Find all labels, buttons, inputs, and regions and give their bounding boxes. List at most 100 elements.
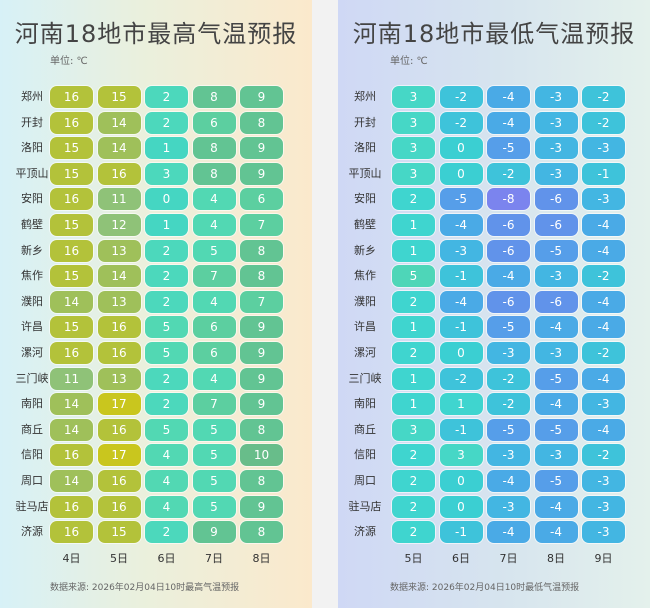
temp-cell: 3 [392, 418, 435, 441]
temp-cell: 0 [439, 162, 483, 185]
temp-cell: 13 [97, 290, 141, 313]
temp-cell: -3 [534, 137, 578, 160]
city-label: 安阳 [354, 192, 376, 206]
day-label: 8日 [252, 552, 271, 565]
temp-cell: -5 [487, 418, 530, 441]
temp-cell: 9 [240, 137, 283, 160]
temp-cell: 1 [439, 393, 483, 416]
city-label: 鹤壁 [354, 218, 376, 231]
temp-cell: -2 [582, 265, 625, 288]
temp-cell: -3 [439, 239, 483, 262]
temp-cell: -5 [534, 470, 578, 492]
temp-cell: 1 [392, 393, 435, 416]
temp-cell: -5 [487, 137, 530, 160]
city-label: 洛阳 [354, 141, 376, 155]
temp-cell: 0 [145, 188, 188, 211]
temp-cell: -3 [487, 495, 530, 518]
temp-cell: 7 [192, 393, 236, 416]
temp-cell: 5 [145, 342, 188, 364]
temp-cell: -4 [534, 316, 578, 339]
temp-cell: 0 [439, 495, 483, 518]
temp-cell: 2 [145, 111, 188, 134]
temp-cell: 16 [97, 495, 141, 518]
temp-cell: 14 [97, 265, 141, 288]
temp-cell: 5 [145, 418, 188, 441]
temp-cell: -1 [439, 265, 483, 288]
city-label: 濮阳 [21, 294, 43, 308]
temp-cell: -2 [439, 111, 483, 134]
temp-cell: -3 [534, 444, 578, 467]
temp-cell: 3 [145, 162, 188, 185]
temp-cell: -4 [534, 521, 578, 544]
temp-cell: -4 [487, 521, 530, 544]
temp-cell: 9 [240, 367, 283, 390]
temp-cell: 16 [50, 86, 93, 108]
city-label: 郑州 [21, 90, 43, 103]
city-label: 商丘 [354, 422, 376, 436]
city-label: 济源 [21, 525, 43, 539]
city-label: 信阳 [21, 448, 43, 462]
temp-cell: 2 [145, 393, 188, 416]
temp-cell: 9 [192, 521, 236, 544]
city-label: 许昌 [21, 320, 43, 334]
temp-cell: 15 [97, 521, 141, 544]
temp-cell: 9 [240, 316, 283, 339]
temp-cell: 11 [97, 188, 141, 211]
temp-cell: 0 [439, 342, 483, 364]
temp-cell: -4 [487, 86, 530, 108]
temp-cell: -2 [487, 367, 530, 390]
temp-cell: 3 [392, 86, 435, 108]
city-label: 开封 [21, 115, 43, 129]
temp-cell: 9 [240, 86, 283, 108]
temp-cell: 11 [50, 367, 93, 390]
temp-cell: 4 [192, 214, 236, 236]
city-label: 洛阳 [21, 141, 43, 155]
temp-cell: 2 [392, 521, 435, 544]
city-label: 南阳 [21, 397, 43, 411]
city-label: 濮阳 [354, 294, 376, 308]
city-label: 周口 [21, 474, 43, 487]
city-label: 周口 [354, 474, 376, 487]
city-label: 新乡 [21, 243, 43, 257]
temp-cell: 6 [240, 188, 283, 211]
temp-cell: -6 [487, 290, 530, 313]
city-label: 三门峡 [348, 371, 382, 385]
temp-cell: -5 [534, 239, 578, 262]
city-label: 漯河 [354, 346, 376, 359]
temp-cell: -2 [487, 162, 530, 185]
temp-cell: 2 [145, 265, 188, 288]
temp-cell: 2 [392, 290, 435, 313]
temp-cell: 16 [50, 521, 93, 544]
temp-cell: 8 [240, 521, 283, 544]
city-label: 信阳 [354, 448, 376, 462]
temp-cell: 8 [240, 265, 283, 288]
temp-cell: 0 [439, 470, 483, 492]
temp-cell: 8 [240, 239, 283, 262]
temp-cell: 13 [97, 239, 141, 262]
temp-cell: -4 [582, 239, 625, 262]
temp-cell: 16 [50, 111, 93, 134]
temp-cell: -4 [582, 214, 625, 236]
temp-cell: -3 [582, 137, 625, 160]
city-label: 驻马店 [15, 499, 49, 513]
temp-cell: 4 [145, 444, 188, 467]
day-label: 6日 [157, 552, 176, 565]
day-label: 4日 [62, 552, 81, 565]
temp-cell: 7 [240, 214, 283, 236]
temp-cell: 1 [392, 239, 435, 262]
temp-cell: -6 [534, 214, 578, 236]
temp-cell: -1 [582, 162, 625, 185]
temp-cell: 7 [192, 265, 236, 288]
temp-cell: -3 [582, 188, 625, 211]
temp-cell: 2 [145, 239, 188, 262]
temp-cell: 16 [50, 188, 93, 211]
city-label: 漯河 [21, 346, 43, 359]
temp-cell: -3 [487, 342, 530, 364]
temp-cell: -2 [582, 444, 625, 467]
temp-cell: -4 [582, 316, 625, 339]
temp-cell: 8 [240, 111, 283, 134]
temp-cell: -6 [534, 290, 578, 313]
city-label: 焦作 [21, 269, 43, 283]
temp-cell: -4 [439, 214, 483, 236]
temp-cell: -6 [534, 188, 578, 211]
